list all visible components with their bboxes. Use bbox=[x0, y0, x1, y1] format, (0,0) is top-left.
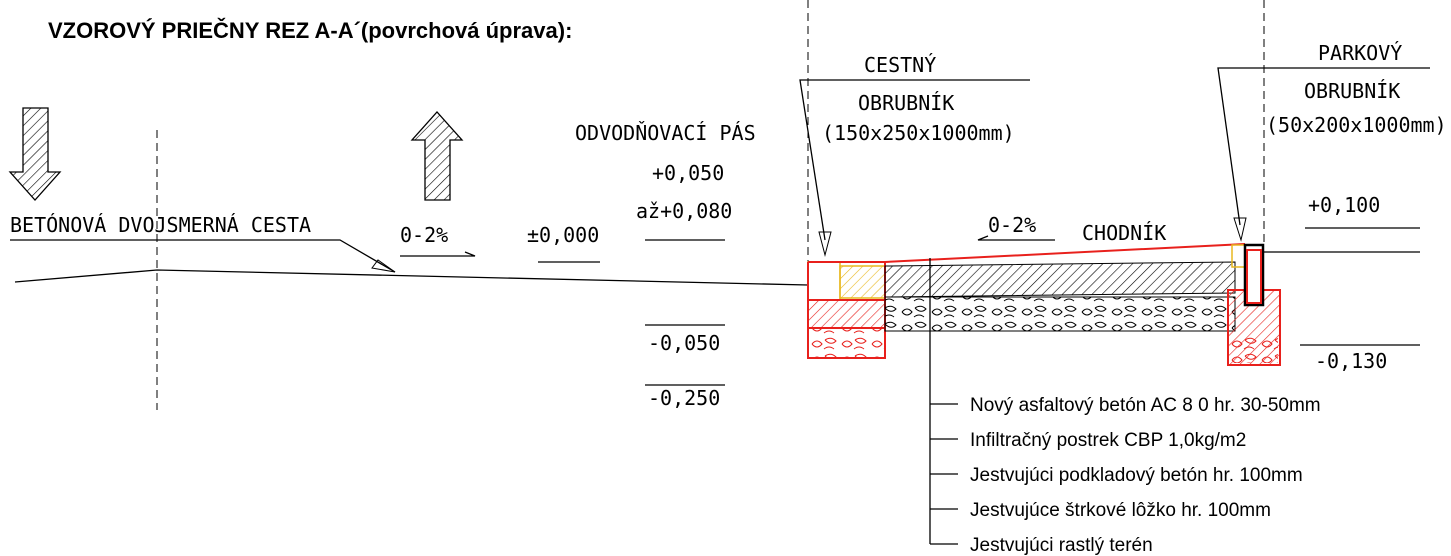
leader bbox=[10, 240, 395, 272]
level-label: +0,050 bbox=[652, 161, 724, 185]
curb-existing bbox=[808, 262, 840, 300]
layer-label: Jestvujúce štrkové lôžko hr. 100mm bbox=[970, 500, 1271, 521]
curb-label: CESTNÝ bbox=[864, 53, 936, 77]
title: VZOROVÝ PRIEČNY REZ A-A´(povrchová úprav… bbox=[48, 18, 572, 43]
drawing: VZOROVÝ PRIEČNY REZ A-A´(povrchová úprav… bbox=[0, 0, 1451, 556]
curb-size: (50x200x1000mm) bbox=[1266, 113, 1447, 137]
curb-foundation bbox=[808, 328, 885, 358]
level-label: -0,050 bbox=[648, 331, 720, 355]
leader-arrow bbox=[819, 232, 831, 255]
curb-label: OBRUBNÍK bbox=[1304, 79, 1400, 103]
curb-label: OBRUBNÍK bbox=[858, 91, 954, 115]
direction-arrow bbox=[10, 108, 60, 200]
slope-arrow bbox=[400, 252, 475, 256]
level-label: +0,100 bbox=[1308, 193, 1380, 217]
layer-label: Nový asfaltový betón AC 8 0 hr. 30-50mm bbox=[970, 395, 1321, 416]
level-label: až+0,080 bbox=[636, 199, 732, 223]
gravel-layer bbox=[885, 297, 1235, 331]
drain-label: ODVODŇOVACÍ PÁS bbox=[575, 121, 756, 145]
level-label: -0,250 bbox=[648, 386, 720, 410]
level-label: -0,130 bbox=[1315, 349, 1387, 373]
new-surface bbox=[808, 244, 1245, 262]
level-label: ±0,000 bbox=[527, 223, 599, 247]
layer-label: Jestvujúci podkladový betón hr. 100mm bbox=[970, 465, 1303, 486]
curb-label: PARKOVÝ bbox=[1318, 41, 1402, 65]
concrete-layer bbox=[885, 262, 1235, 297]
road-surface bbox=[15, 270, 808, 285]
slope-label: 0-2% bbox=[988, 213, 1036, 237]
layer-label: Infiltračný postrek CBP 1,0kg/m2 bbox=[970, 430, 1246, 451]
sidewalk-label: CHODNÍK bbox=[1082, 221, 1166, 245]
slope-label: 0-2% bbox=[400, 223, 448, 247]
curb-foundation bbox=[808, 300, 885, 328]
curb-existing bbox=[840, 266, 885, 298]
road-label: BETÓNOVÁ DVOJSMERNÁ CESTA bbox=[10, 213, 311, 237]
layer-legend: Nový asfaltový betón AC 8 0 hr. 30-50mm I… bbox=[930, 395, 1321, 556]
layer-label: Jestvujúci rastlý terén bbox=[970, 535, 1153, 556]
direction-arrow bbox=[412, 112, 462, 200]
curb-size: (150x250x1000mm) bbox=[822, 121, 1015, 145]
curb-foundation bbox=[1230, 335, 1278, 363]
